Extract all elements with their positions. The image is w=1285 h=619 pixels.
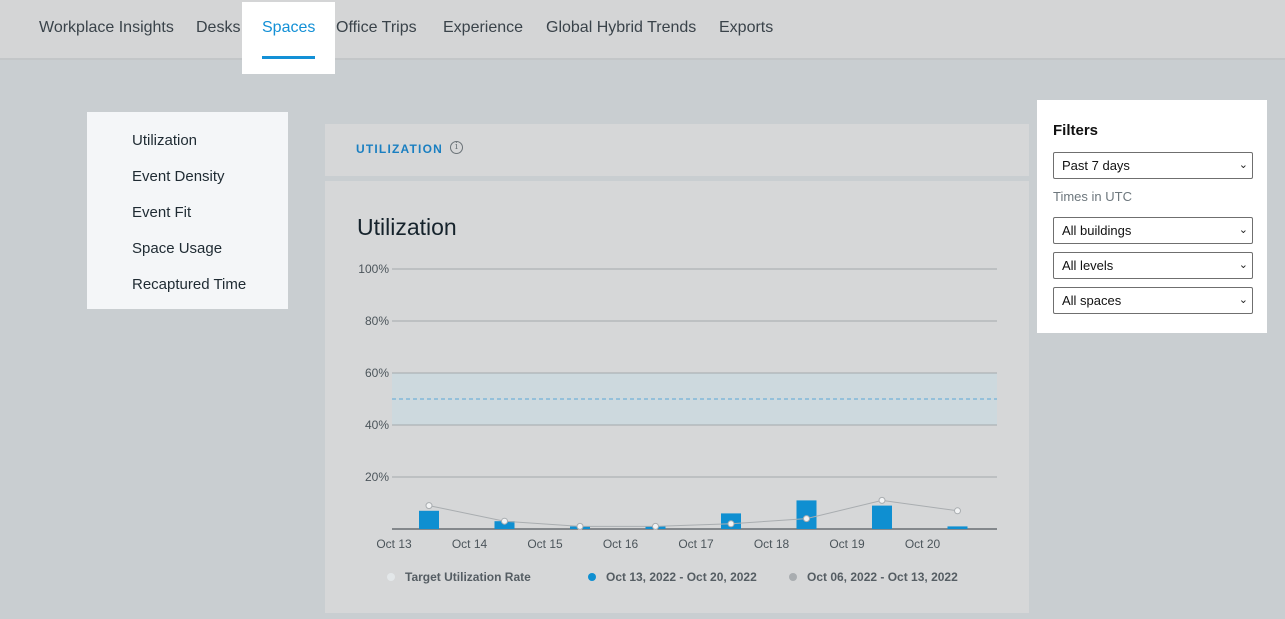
- sidebar-item-event-fit[interactable]: Event Fit: [132, 204, 192, 221]
- previous-period-point: [576, 522, 584, 530]
- previous-period-point: [878, 496, 886, 504]
- tab-global-hybrid-trends[interactable]: Global Hybrid Trends: [546, 19, 697, 36]
- previous-period-line: [428, 499, 958, 527]
- top-navigation: Workplace Insights Desks Spaces Office T…: [0, 0, 1285, 74]
- utilization-card: Utilization 100% 80% 60% 40% 20% Oct 13 Oct 14…: [325, 181, 1029, 613]
- space-value: All spaces: [1062, 293, 1122, 308]
- x-tick-label: Oct 17: [678, 537, 714, 551]
- chart-bar: [872, 505, 892, 529]
- sidebar-item-recaptured-time[interactable]: Recaptured Time: [132, 276, 247, 293]
- tab-spaces[interactable]: Spaces: [242, 2, 336, 74]
- previous-period-point: [954, 507, 961, 515]
- sidebar-item-utilization[interactable]: Utilization: [132, 132, 198, 149]
- x-tick-label: Oct 18: [754, 537, 790, 551]
- section-label: UTILIZATION: [356, 142, 443, 156]
- legend-marker: [588, 573, 596, 581]
- section-header: UTILIZATION i: [325, 124, 1029, 176]
- y-tick-label: 80%: [365, 314, 389, 328]
- x-tick-label: Oct 15: [527, 537, 563, 551]
- building-value: All buildings: [1062, 223, 1132, 238]
- chevron-down-icon: ⌄: [1238, 159, 1248, 171]
- active-tab-indicator: [262, 56, 316, 59]
- chart-bar: [947, 526, 968, 529]
- previous-period-point: [501, 517, 508, 525]
- x-tick-label: Oct 13: [376, 537, 412, 551]
- building-select[interactable]: All buildings ⌄: [1053, 217, 1253, 244]
- tab-desks[interactable]: Desks: [196, 19, 241, 36]
- filters-title: Filters: [1053, 122, 1099, 139]
- y-tick-label: 60%: [365, 366, 389, 380]
- chart-bar: [419, 510, 439, 529]
- y-tick-label: 40%: [365, 418, 389, 432]
- previous-period-point: [727, 520, 735, 528]
- sidebar-item-event-density[interactable]: Event Density: [132, 168, 225, 185]
- level-select[interactable]: All levels ⌄: [1053, 252, 1253, 279]
- tab-office-trips[interactable]: Office Trips: [336, 19, 417, 36]
- y-tick-label: 100%: [358, 262, 389, 276]
- legend-marker: [387, 573, 395, 581]
- tab-experience[interactable]: Experience: [443, 19, 524, 36]
- chevron-down-icon: ⌄: [1238, 224, 1248, 236]
- chart-bar: [494, 521, 515, 529]
- x-tick-label: Oct 14: [452, 537, 488, 551]
- filters-panel: Filters Past 7 days ⌄ Times in UTC All b…: [1037, 100, 1267, 333]
- x-tick-label: Oct 19: [829, 537, 865, 551]
- space-select[interactable]: All spaces ⌄: [1053, 287, 1253, 314]
- tab-exports[interactable]: Exports: [719, 19, 774, 36]
- legend-label: Oct 06, 2022 - Oct 13, 2022: [807, 570, 958, 584]
- previous-period-point: [425, 502, 433, 510]
- y-tick-label: 20%: [365, 470, 389, 484]
- sidebar-item-space-usage[interactable]: Space Usage: [132, 240, 223, 257]
- info-icon[interactable]: i: [450, 141, 463, 154]
- legend-label: Target Utilization Rate: [405, 570, 531, 584]
- previous-period-point: [652, 522, 659, 530]
- previous-period-point: [803, 515, 810, 523]
- legend-marker: [789, 573, 797, 581]
- time-range-value: Past 7 days: [1062, 158, 1130, 173]
- x-tick-label: Oct 20: [905, 537, 941, 551]
- chart-bar: [796, 500, 817, 529]
- legend-label: Oct 13, 2022 - Oct 20, 2022: [606, 570, 757, 584]
- chart-title: Utilization: [357, 214, 457, 240]
- level-value: All levels: [1062, 258, 1114, 273]
- utilization-chart: 100% 80% 60% 40% 20% Oct 13 Oct 14 Oct 15 Oct 16…: [358, 262, 997, 584]
- timezone-note: Times in UTC: [1053, 189, 1132, 204]
- chevron-down-icon: ⌄: [1238, 294, 1248, 306]
- sidebar-menu: Utilization Event Density Event Fit Spac…: [87, 112, 288, 309]
- chevron-down-icon: ⌄: [1238, 259, 1248, 271]
- x-tick-label: Oct 16: [603, 537, 639, 551]
- tab-workplace-insights[interactable]: Workplace Insights: [39, 19, 174, 36]
- time-range-select[interactable]: Past 7 days ⌄: [1053, 152, 1253, 179]
- tab-spaces-label: Spaces: [262, 19, 316, 36]
